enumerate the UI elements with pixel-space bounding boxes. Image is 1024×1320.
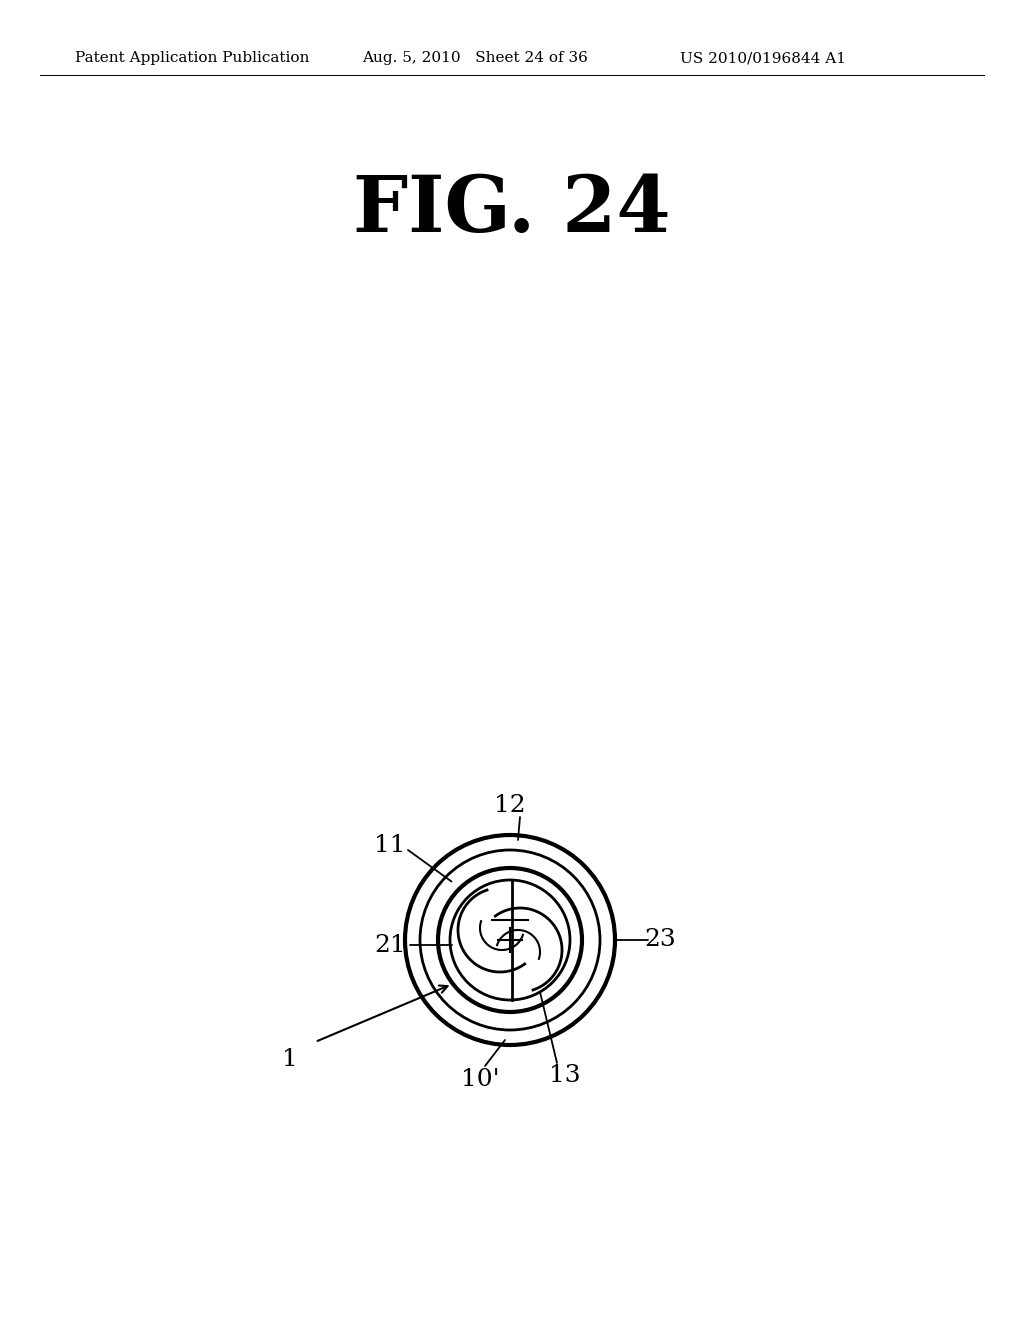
Text: 13: 13: [549, 1064, 581, 1086]
Text: 10': 10': [461, 1068, 500, 1092]
Text: 11: 11: [374, 833, 406, 857]
Text: Patent Application Publication: Patent Application Publication: [75, 51, 309, 65]
Text: FIG. 24: FIG. 24: [353, 172, 671, 248]
Text: Aug. 5, 2010   Sheet 24 of 36: Aug. 5, 2010 Sheet 24 of 36: [362, 51, 588, 65]
Text: 23: 23: [644, 928, 676, 952]
Text: US 2010/0196844 A1: US 2010/0196844 A1: [680, 51, 846, 65]
Text: 1: 1: [283, 1048, 298, 1072]
Text: 21: 21: [374, 933, 406, 957]
Text: 12: 12: [495, 793, 525, 817]
